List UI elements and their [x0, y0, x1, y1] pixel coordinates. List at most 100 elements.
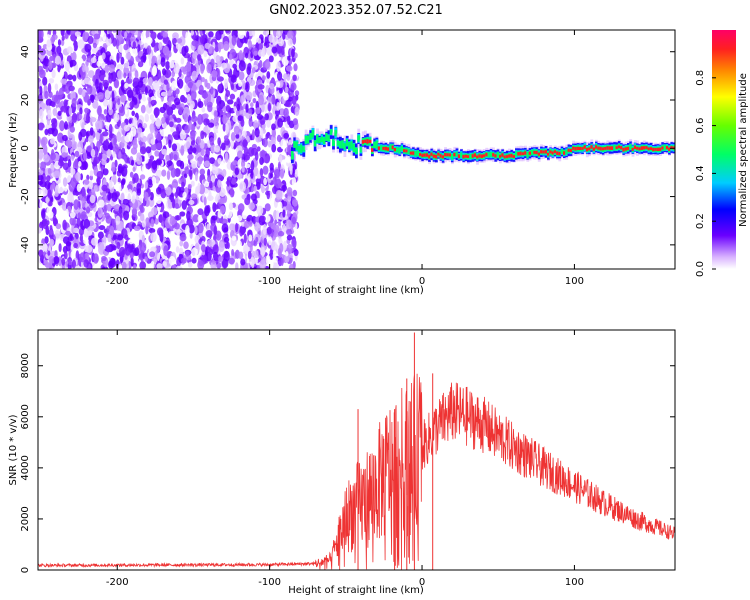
- noise-blob: [223, 41, 230, 51]
- noise-blob: [197, 223, 204, 234]
- colorbar: 0.0 0.2 0.4 0.6 0.8 Normalized spectral ampl…: [695, 30, 749, 277]
- snr-series: [38, 332, 675, 570]
- noise-blob: [229, 187, 234, 198]
- colorbar-tick-label: 0.4: [695, 165, 706, 181]
- ridge-segment: [556, 151, 559, 155]
- noise-blob: [180, 145, 185, 156]
- noise-blob: [38, 150, 44, 160]
- ridge-segment: [512, 155, 516, 158]
- noise-blob: [192, 147, 197, 154]
- noise-blob: [44, 236, 49, 244]
- noise-blob: [111, 218, 117, 227]
- noise-blob: [204, 42, 211, 50]
- noise-blob: [187, 261, 193, 268]
- noise-blob: [156, 90, 162, 98]
- ridge-segment: [318, 137, 322, 144]
- noise-blob: [125, 248, 131, 256]
- noise-blob: [145, 146, 152, 154]
- noise-blob: [238, 251, 244, 260]
- noise-blob: [282, 225, 287, 233]
- noise-blob: [242, 51, 246, 58]
- noise-blob: [241, 210, 248, 220]
- noise-blob: [221, 62, 228, 69]
- noise-blob: [68, 85, 75, 92]
- ridge-segment: [371, 148, 374, 152]
- noise-blob: [179, 130, 187, 140]
- noise-blob: [250, 160, 255, 171]
- noise-blob: [207, 104, 213, 113]
- noise-blob: [244, 197, 251, 206]
- noise-blob: [252, 166, 259, 177]
- ridge-segment: [592, 147, 596, 151]
- noise-blob: [101, 52, 106, 60]
- noise-blob: [226, 176, 232, 183]
- noise-blob: [136, 154, 143, 165]
- noise-blob: [51, 62, 57, 69]
- noise-blob: [209, 157, 216, 165]
- noise-blob: [155, 142, 162, 150]
- noise-blob: [39, 222, 44, 229]
- ridge-segment: [652, 147, 655, 152]
- noise-blob: [245, 52, 249, 59]
- noise-blob: [190, 103, 194, 113]
- noise-blob: [186, 210, 191, 221]
- noise-blob: [239, 227, 244, 237]
- noise-blob: [235, 262, 239, 269]
- noise-blob: [181, 181, 185, 188]
- noise-blob: [66, 30, 71, 35]
- noise-blob: [189, 232, 193, 239]
- noise-blob: [286, 219, 292, 230]
- noise-blob: [155, 97, 162, 104]
- ridge-segment: [423, 153, 427, 157]
- noise-blob: [286, 228, 293, 236]
- noise-blob: [292, 177, 297, 188]
- noise-blob: [181, 200, 187, 210]
- noise-blob: [95, 132, 101, 141]
- noise-blob: [286, 154, 291, 164]
- noise-blob: [83, 228, 90, 238]
- noise-blob: [59, 68, 65, 78]
- noise-blob: [65, 139, 73, 147]
- noise-blob: [191, 257, 197, 264]
- ridge-segment: [595, 145, 598, 149]
- noise-blob: [98, 152, 102, 162]
- noise-blob: [132, 166, 136, 172]
- ridge-segment: [656, 147, 660, 151]
- noise-blob: [147, 77, 153, 87]
- noise-blob: [247, 238, 254, 248]
- noise-blob: [40, 54, 44, 62]
- noise-blob: [162, 31, 169, 38]
- noise-blob: [139, 146, 147, 155]
- ridge-segment: [439, 154, 443, 158]
- noise-blob: [278, 154, 283, 163]
- noise-blob: [292, 118, 298, 126]
- ridge-segment: [307, 135, 310, 144]
- noise-blob: [144, 256, 148, 262]
- noise-blob: [172, 37, 177, 44]
- noise-blob: [276, 30, 281, 39]
- noise-blob: [194, 226, 198, 235]
- noise-blob: [123, 124, 130, 132]
- ridge-segment: [361, 140, 365, 144]
- noise-blob: [134, 247, 140, 257]
- noise-blob: [47, 83, 52, 94]
- noise-blob: [276, 81, 281, 88]
- noise-blob: [257, 49, 263, 57]
- noise-blob: [225, 208, 233, 219]
- y-tick-label: 4000: [20, 455, 31, 480]
- noise-blob: [87, 35, 94, 45]
- noise-blob: [185, 250, 190, 257]
- noise-blob: [69, 233, 73, 241]
- noise-blob: [83, 238, 88, 245]
- noise-blob: [145, 36, 153, 45]
- noise-blob: [53, 170, 61, 179]
- ridge-segment: [313, 140, 317, 147]
- ridge-segment: [407, 148, 411, 155]
- noise-blob: [262, 224, 267, 235]
- colorbar-gradient: [712, 30, 736, 269]
- noise-blob: [248, 40, 253, 50]
- noise-blob: [108, 64, 115, 73]
- noise-blob: [149, 123, 155, 131]
- noise-blob: [248, 202, 255, 211]
